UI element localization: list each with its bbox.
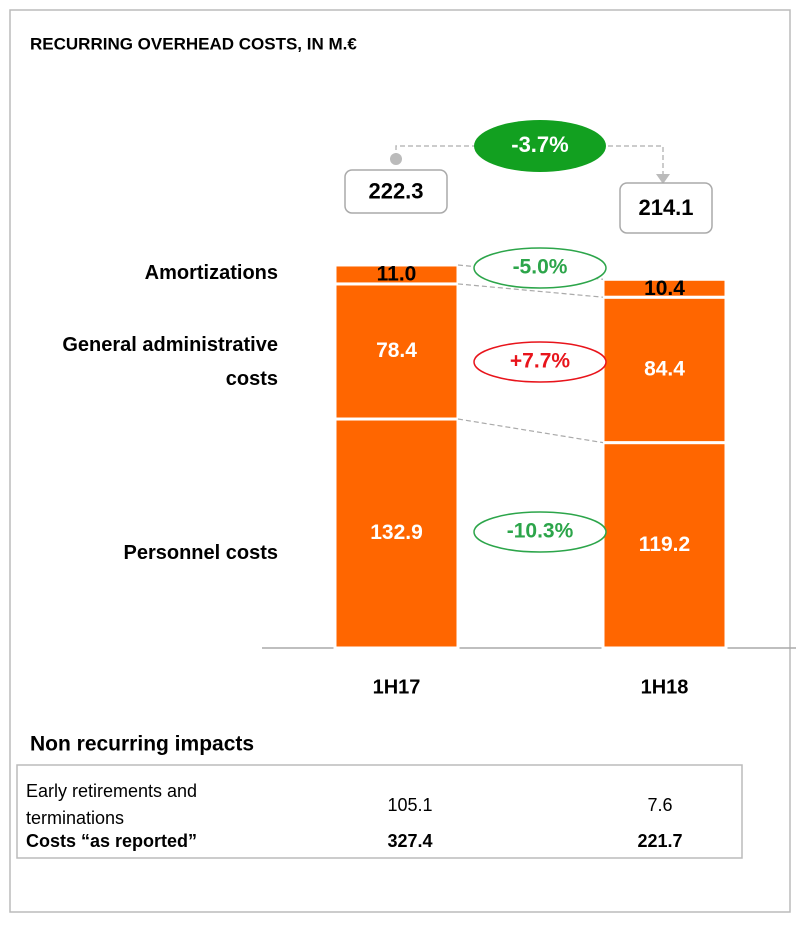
value-label: 119.2 xyxy=(639,533,690,556)
series-label: General administrative costs xyxy=(62,334,278,390)
link-line xyxy=(457,418,604,444)
x-tick-label: 1H18 xyxy=(641,676,689,698)
value-label: 132.9 xyxy=(370,521,423,544)
bar-segment xyxy=(333,417,460,650)
bar-segment xyxy=(333,263,460,286)
x-tick-label: 1H17 xyxy=(373,676,421,698)
bar-segment xyxy=(601,277,728,299)
total-label: 222.3 xyxy=(368,178,423,203)
connector-arrow xyxy=(656,174,670,184)
connector-dot xyxy=(390,153,402,165)
table-cell: 7.6 xyxy=(647,795,672,815)
link-line xyxy=(457,283,604,298)
change-oval xyxy=(473,247,607,289)
change-label: -5.0% xyxy=(513,256,568,279)
table-cell: 221.7 xyxy=(637,831,682,851)
change-label: -10.3% xyxy=(507,520,574,543)
value-label: 10.4 xyxy=(644,277,685,300)
table-cell: 105.1 xyxy=(387,795,432,815)
total-change-label: -3.7% xyxy=(511,132,568,157)
bar-segment xyxy=(601,441,728,650)
series-label: Personnel costs xyxy=(123,542,278,564)
table-cell: Early retirements and terminations xyxy=(26,781,198,828)
table-cell: 327.4 xyxy=(387,831,432,851)
value-label: 78.4 xyxy=(376,339,417,362)
table-cell: Costs “as reported” xyxy=(26,831,198,851)
change-label: +7.7% xyxy=(510,350,570,373)
total-box xyxy=(344,169,448,214)
change-oval xyxy=(473,511,607,553)
total-label: 214.1 xyxy=(638,195,693,220)
chart-title: RECURRING OVERHEAD COSTS, IN M.€ xyxy=(30,34,357,53)
table-box xyxy=(16,764,743,859)
total-box xyxy=(619,182,713,234)
series-label: Amortizations xyxy=(144,262,278,284)
bar-segment xyxy=(601,295,728,445)
change-oval xyxy=(473,341,607,383)
total-change-oval xyxy=(474,120,606,172)
value-label: 11.0 xyxy=(377,263,417,286)
table-title: Non recurring impacts xyxy=(30,733,254,756)
value-label: 84.4 xyxy=(644,357,685,380)
